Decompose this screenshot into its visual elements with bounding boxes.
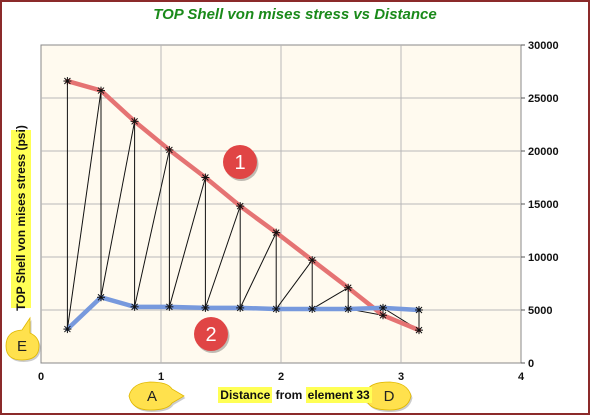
callout-circle-1 (223, 145, 257, 179)
data-point-series-2 (63, 325, 72, 334)
y-tick-label: 30000 (528, 40, 559, 52)
marker-stroke (272, 305, 280, 313)
zigzag-diagonal (275, 259, 313, 310)
y-axis-label-highlight (11, 130, 31, 308)
marker-stroke (166, 303, 173, 311)
data-point-series-2 (130, 302, 139, 311)
callout-number-1: 1 (234, 152, 245, 174)
data-point-series-1 (201, 173, 210, 182)
x-axis-label-part2: from (272, 388, 306, 402)
x-tick-labels: 0 1 2 3 4 (38, 371, 525, 383)
zigzag-lines (66, 81, 420, 331)
x-axis-label-part1: Distance (218, 387, 273, 403)
marker-stroke (379, 304, 387, 312)
callouts: 1 2 E A D (5, 145, 413, 412)
data-point-series-1 (130, 117, 139, 126)
x-tick-label: 1 (158, 371, 164, 383)
data-points (63, 77, 423, 335)
marker-stroke (131, 117, 138, 125)
zigzag-diagonal (239, 232, 277, 309)
x-tick-label: 3 (398, 371, 404, 383)
x-tick-label: 4 (518, 371, 525, 383)
marker-stroke (344, 305, 352, 313)
y-tick-label: 0 (528, 358, 534, 370)
marker-stroke (379, 311, 387, 319)
data-point-series-1 (415, 326, 423, 335)
callout-letter-D: D (384, 388, 395, 405)
callout-circle-2 (194, 317, 228, 351)
marker-stroke (64, 325, 71, 333)
callout-bubble-A (128, 381, 185, 411)
data-point-series-2 (236, 303, 245, 312)
data-point-series-1 (165, 145, 174, 154)
data-point-series-2 (415, 306, 423, 314)
data-point-series-2 (201, 303, 210, 312)
y-axis-label: TOP Shell von mises stress (psi) (14, 125, 28, 311)
marker-stroke (166, 146, 173, 154)
data-point-series-2 (272, 304, 281, 313)
marker-stroke (236, 304, 244, 312)
zigzag-diagonal (204, 205, 241, 309)
zigzag-diagonal (100, 121, 136, 298)
marker-stroke (344, 284, 352, 292)
callout-letter-A: A (147, 388, 157, 405)
data-point-series-1 (63, 77, 72, 86)
marker-stroke (415, 326, 423, 334)
data-point-series-1 (308, 256, 317, 265)
marker-stroke (308, 305, 316, 313)
marker-stroke (415, 306, 423, 314)
x-tick-label: 2 (278, 371, 284, 383)
chart-title: TOP Shell von mises stress vs Distance (153, 6, 437, 23)
data-point-series-1 (236, 202, 245, 211)
x-axis-label: Distance from element 33 (0, 387, 590, 403)
zigzag-diagonal (168, 177, 206, 307)
marker-stroke (131, 303, 138, 311)
marker-stroke (97, 87, 105, 94)
data-point-series-2 (379, 303, 387, 312)
data-point-series-1 (344, 283, 353, 292)
y-tick-labels: 0 5000 10000 15000 20000 25000 30000 (528, 40, 559, 370)
data-point-series-1 (272, 228, 281, 237)
y-tick-label: 25000 (528, 93, 559, 105)
marker-stroke (202, 304, 209, 312)
y-tick-label: 15000 (528, 199, 559, 211)
marker-stroke (97, 293, 105, 301)
callout-bubble-E (5, 316, 40, 361)
x-tick-label: 0 (38, 371, 44, 383)
y-tick-label: 10000 (528, 252, 559, 264)
zigzag-diagonal (66, 90, 102, 330)
data-point-series-2 (308, 304, 317, 313)
y-tick-label: 5000 (528, 305, 552, 317)
callout-number-2: 2 (205, 324, 216, 346)
marker-stroke (272, 229, 280, 236)
data-point-series-2 (165, 302, 174, 311)
callout-letter-E: E (17, 338, 27, 355)
marker-stroke (308, 256, 316, 264)
data-point-series-1 (379, 311, 387, 320)
marker-stroke (236, 202, 244, 210)
zigzag-diagonal (134, 149, 170, 307)
marker-stroke (202, 174, 209, 181)
data-point-series-1 (97, 86, 105, 95)
x-axis-label-part3: element 33 (305, 387, 372, 403)
y-tick-label: 20000 (528, 146, 559, 158)
data-point-series-2 (344, 304, 353, 313)
zigzag-diagonal (311, 287, 349, 310)
data-point-series-2 (97, 293, 105, 302)
marker-stroke (64, 77, 71, 85)
